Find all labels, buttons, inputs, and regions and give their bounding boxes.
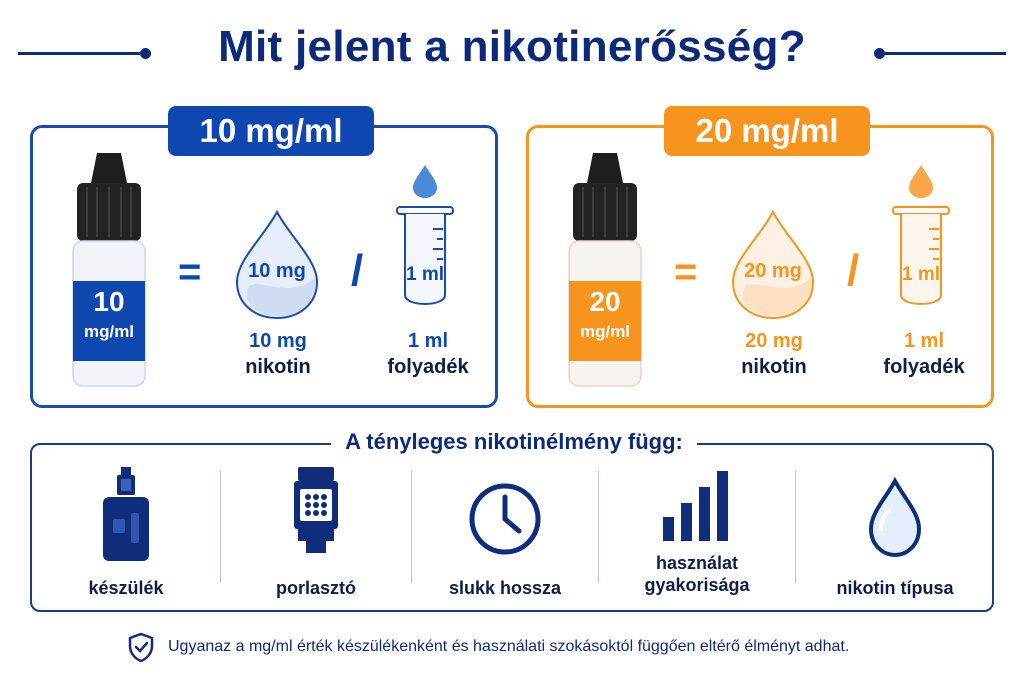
- tube-volume: 1 ml: [405, 264, 445, 285]
- bottle-unit: mg/ml: [84, 322, 134, 341]
- bottle-value: 20: [589, 286, 620, 317]
- factors-heading: A tényleges nikotinélmény függ:: [331, 429, 697, 455]
- drop-amount: 20 mg: [744, 260, 802, 282]
- panel-10mg: 10 mg/ml 10 mg/ml = 10 mg /: [30, 106, 498, 408]
- factor-label: porlasztó: [275, 578, 356, 598]
- nicotine-caption: 10 mg nikotin: [213, 328, 343, 380]
- liquid-caption-label: folyadék: [387, 356, 469, 378]
- title-rule-right: [884, 52, 1006, 55]
- title-dot-left: [140, 48, 151, 59]
- factor-coil: porlasztó: [221, 467, 411, 607]
- page-title: Mit jelent a nikotinerősség?: [218, 22, 806, 71]
- tube-volume: 1 ml: [901, 264, 941, 285]
- factor-puff-length: slukk hossza: [412, 467, 598, 607]
- factor-frequency: használat gyakorisága: [599, 467, 795, 607]
- divider: [220, 471, 221, 583]
- factor-label: készülék: [88, 578, 164, 598]
- shield-check-icon: [128, 632, 154, 662]
- divider: [598, 471, 599, 583]
- bottle-unit: mg/ml: [580, 322, 630, 341]
- factor-label: nikotin típusa: [836, 578, 954, 598]
- test-tube-icon: [892, 165, 950, 305]
- liquid-caption: 1 ml folyadék: [864, 328, 984, 380]
- liquid-caption: 1 ml folyadék: [368, 328, 488, 380]
- droplet-icon: [868, 476, 922, 558]
- nicotine-drop-icon: [731, 209, 815, 320]
- divide-slash: /: [351, 246, 364, 295]
- clock-icon: [469, 483, 541, 555]
- title-row: Mit jelent a nikotinerősség?: [0, 22, 1024, 82]
- factors-box: A tényleges nikotinélmény függ: készülék: [30, 429, 994, 612]
- liquid-caption-label: folyadék: [883, 356, 965, 378]
- nicotine-caption-label: nikotin: [741, 356, 807, 378]
- nicotine-caption-value: 20 mg: [745, 330, 803, 352]
- divide-slash: /: [847, 246, 860, 295]
- equals-sign: =: [674, 250, 698, 294]
- bottle-icon: 10 mg/ml: [72, 153, 146, 387]
- factor-label: használat gyakorisága: [644, 553, 750, 595]
- title-rule-left: [18, 52, 140, 55]
- factor-nicotine-type: nikotin típusa: [796, 467, 994, 607]
- equals-sign: =: [178, 250, 202, 294]
- factor-label: slukk hossza: [448, 578, 562, 598]
- footnote-text: Ugyanaz a mg/ml érték készülékenként és …: [168, 638, 850, 655]
- factor-device: készülék: [32, 467, 220, 607]
- bottle-value: 10: [93, 286, 124, 317]
- nicotine-caption: 20 mg nikotin: [709, 328, 839, 380]
- divider: [795, 471, 796, 583]
- bottle-icon: 20 mg/ml: [568, 153, 642, 387]
- coil-icon: [294, 467, 338, 553]
- strength-badge: 10 mg/ml: [168, 106, 374, 156]
- factors-heading-wrap: A tényleges nikotinélmény függ:: [32, 429, 996, 455]
- nicotine-caption-value: 10 mg: [249, 330, 307, 352]
- nicotine-drop-icon: [235, 209, 319, 320]
- divider: [411, 471, 412, 583]
- strength-badge: 20 mg/ml: [664, 106, 870, 156]
- vape-device-icon: [103, 467, 149, 561]
- title-dot-right: [874, 48, 885, 59]
- liquid-caption-value: 1 ml: [407, 330, 449, 352]
- nicotine-caption-label: nikotin: [245, 356, 311, 378]
- footnote: Ugyanaz a mg/ml érték készülékenként és …: [128, 632, 849, 662]
- test-tube-icon: [396, 165, 454, 305]
- drop-amount: 10 mg: [248, 260, 306, 282]
- bar-chart-icon: [663, 471, 728, 541]
- panel-20mg: 20 mg/ml 20 mg/ml = 20 mg /: [526, 106, 994, 408]
- liquid-caption-value: 1 ml: [903, 330, 945, 352]
